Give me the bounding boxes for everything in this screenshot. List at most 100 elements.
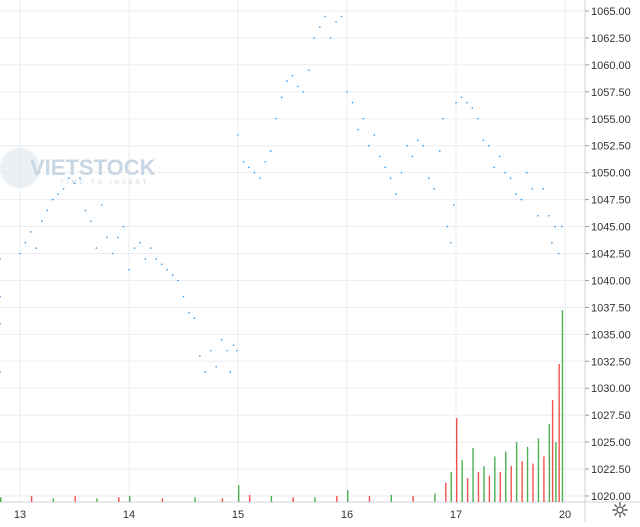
price-point: [442, 118, 444, 120]
volume-bar: [74, 496, 76, 502]
price-point: [41, 220, 43, 222]
price-point: [551, 241, 553, 244]
price-point: [204, 371, 207, 373]
y-tick-label: 1045.00: [591, 222, 631, 234]
price-point: [302, 91, 305, 93]
volume-bar: [548, 424, 551, 502]
x-tick-label: 13: [14, 509, 26, 521]
volume-bar: [221, 498, 224, 502]
volume-bar: [543, 456, 545, 502]
price-point: [455, 101, 457, 104]
y-tick-label: 1042.50: [591, 249, 631, 261]
volume-bar: [555, 442, 557, 502]
volume-bar: [434, 493, 436, 502]
y-tick-label: 1025.00: [591, 437, 631, 449]
volume-bar: [347, 490, 349, 502]
y-tick-label: 1047.50: [591, 195, 631, 207]
price-point: [253, 171, 256, 174]
volume-bar: [456, 418, 458, 502]
x-tick-label: 16: [341, 509, 353, 521]
price-point: [117, 236, 119, 239]
price-point: [324, 15, 327, 18]
price-point: [449, 241, 452, 244]
price-point: [400, 171, 403, 174]
price-point: [150, 247, 152, 249]
volume-bar: [488, 475, 491, 502]
price-point: [526, 171, 528, 174]
price-point: [346, 91, 348, 93]
price-point: [62, 188, 65, 190]
price-point: [166, 268, 168, 271]
x-tick-label: 20: [559, 509, 571, 521]
settings-gear-icon[interactable]: [612, 502, 628, 518]
price-point: [509, 177, 512, 179]
x-axis: 13 14 15 16 17 20: [14, 509, 571, 521]
volume-bars: [0, 310, 564, 502]
y-tick-label: 1052.50: [591, 141, 631, 153]
price-point: [232, 344, 235, 346]
volume-bar: [129, 496, 131, 502]
volume-bar: [483, 466, 485, 502]
volume-bar: [161, 498, 164, 502]
price-point: [35, 247, 38, 249]
price-point: [30, 231, 32, 233]
price-point: [368, 144, 370, 147]
price-point: [460, 96, 463, 98]
volume-bar: [494, 456, 496, 502]
price-point: [84, 209, 87, 212]
price-point: [482, 139, 485, 142]
price-point: [560, 225, 563, 228]
price-point: [73, 182, 76, 185]
price-point: [297, 85, 299, 88]
volume-bar: [561, 310, 564, 502]
price-point: [128, 268, 130, 271]
volume-bar: [248, 494, 251, 502]
price-point: [269, 150, 272, 152]
price-point: [236, 349, 238, 352]
x-tick-label: 15: [232, 509, 244, 521]
price-point: [291, 74, 294, 77]
price-point: [411, 155, 414, 158]
price-point: [351, 101, 354, 104]
price-point: [0, 258, 1, 260]
volume-bar: [505, 451, 507, 502]
price-point: [319, 26, 321, 29]
price-point: [477, 118, 479, 120]
price-point: [362, 118, 365, 120]
volume-bar: [472, 448, 474, 502]
volume-bar: [52, 498, 55, 502]
price-point: [537, 215, 539, 217]
price-point: [428, 177, 430, 179]
price-point: [340, 15, 343, 18]
price-point: [46, 209, 49, 212]
price-point: [68, 177, 70, 179]
y-tick-label: 1055.00: [591, 114, 631, 126]
volume-bar: [537, 438, 540, 502]
y-tick-label: 1030.00: [591, 383, 631, 395]
volume-bar: [30, 496, 33, 502]
price-point: [122, 225, 125, 228]
price-point: [57, 193, 59, 195]
price-point: [106, 236, 108, 239]
price-point: [19, 252, 21, 255]
price-point: [259, 177, 261, 179]
volume-bar: [551, 400, 554, 502]
volume-bar: [194, 497, 196, 502]
volume-bar: [526, 446, 529, 502]
y-tick-label: 1050.00: [591, 168, 631, 180]
price-point: [438, 150, 441, 152]
price-point: [373, 134, 376, 136]
price-point: [384, 166, 387, 169]
volume-bar: [445, 482, 447, 502]
x-tick-label: 17: [450, 509, 462, 521]
price-point: [446, 225, 449, 228]
price-point: [308, 69, 310, 72]
watermark-logo: VIETSTOCK TIME TO INVEST: [0, 148, 156, 188]
price-point: [177, 279, 179, 282]
x-tick-label: 14: [123, 509, 135, 521]
volume-bar: [510, 466, 512, 502]
price-point: [542, 188, 544, 190]
